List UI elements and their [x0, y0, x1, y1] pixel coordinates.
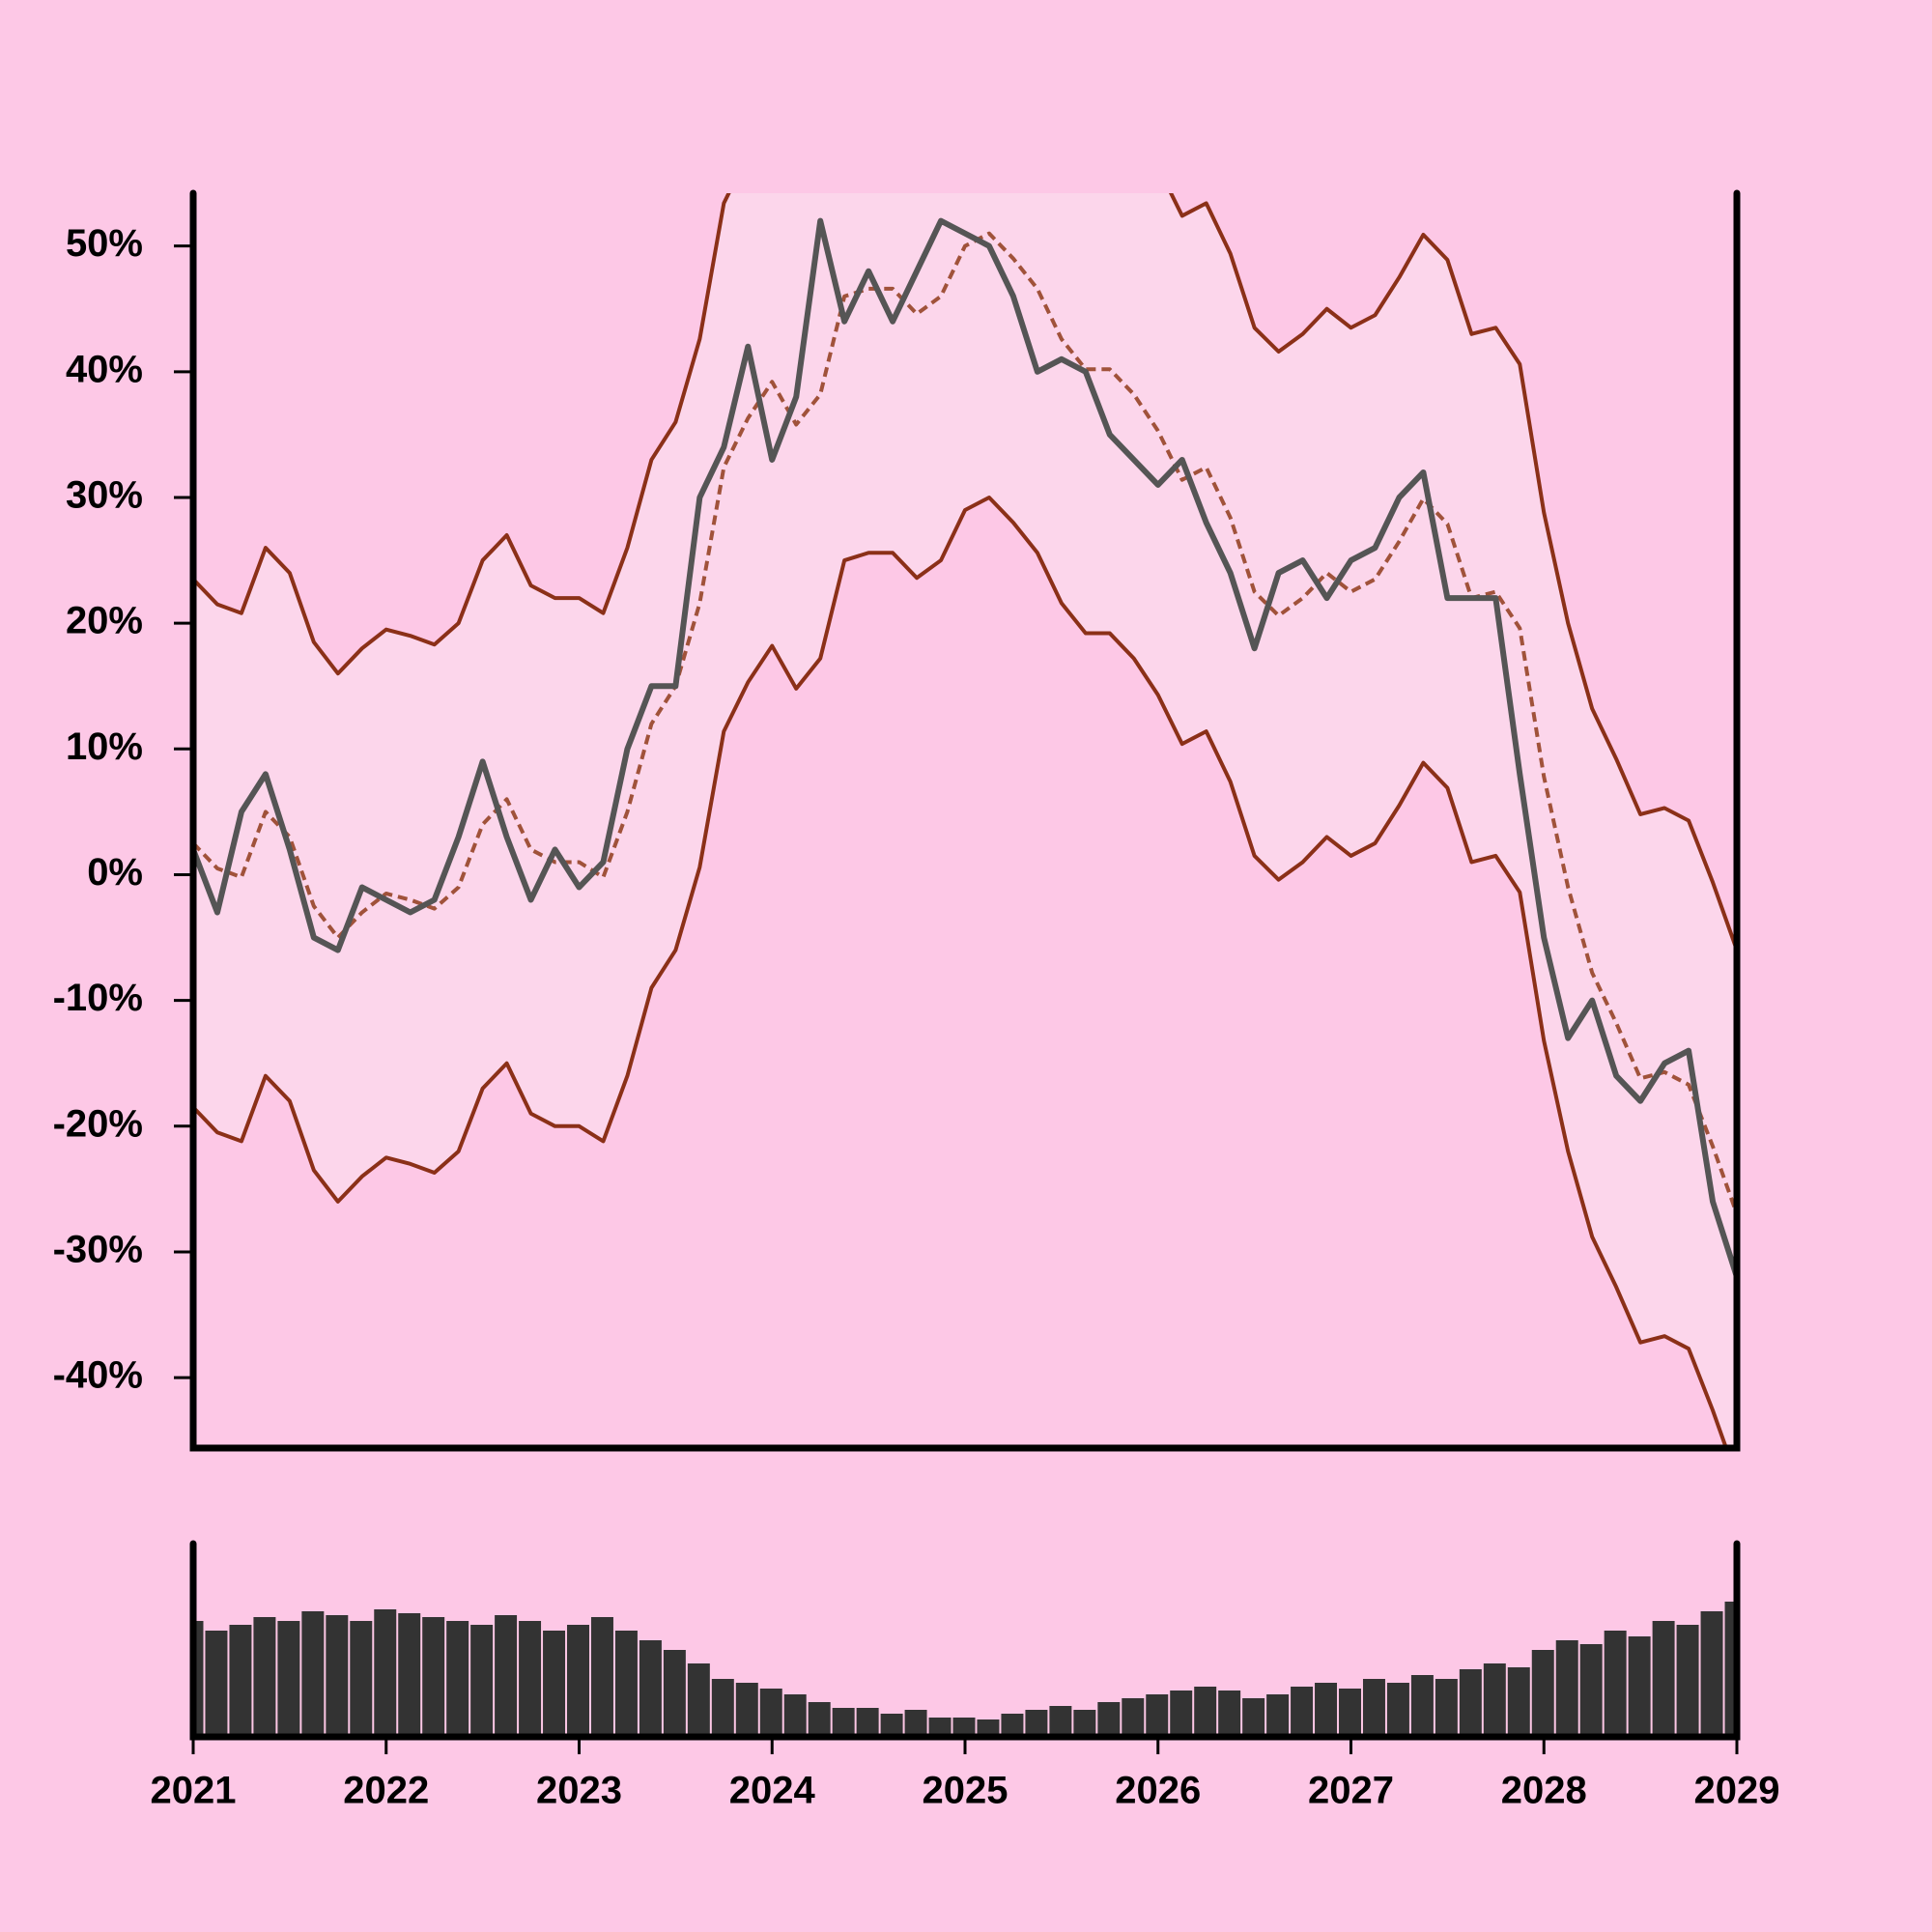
volume-bar: [519, 1621, 542, 1737]
volume-bar: [495, 1615, 518, 1737]
y-tick-label: -40%: [53, 1354, 143, 1397]
y-tick-label: -30%: [53, 1229, 143, 1271]
x-tick-label: 2021: [151, 1770, 237, 1812]
volume-bar: [446, 1621, 469, 1737]
y-tick-label: 50%: [66, 222, 143, 265]
volume-bar: [1242, 1698, 1265, 1737]
volume-bar: [470, 1625, 494, 1737]
volume-bar: [1025, 1710, 1048, 1737]
volume-bar: [1386, 1683, 1409, 1737]
volume-bar: [1555, 1640, 1578, 1737]
volume-bar: [783, 1694, 807, 1737]
volume-bar: [687, 1663, 710, 1737]
x-tick-label: 2023: [536, 1770, 622, 1812]
volume-bar: [1194, 1687, 1217, 1737]
volume-bar: [1339, 1689, 1361, 1737]
volume-bar: [1531, 1650, 1554, 1737]
volume-bar: [1410, 1675, 1434, 1737]
x-tick-label: 2026: [1115, 1770, 1201, 1812]
volume-bar: [193, 1621, 204, 1737]
y-tick-label: 0%: [87, 851, 143, 894]
volume-bar: [398, 1613, 421, 1737]
volume-bar: [543, 1631, 566, 1737]
volume-bar: [253, 1617, 276, 1737]
volume-bar: [1291, 1687, 1314, 1737]
x-tick-label: 2027: [1308, 1770, 1394, 1812]
x-tick-label: 2024: [729, 1770, 816, 1812]
price-axes: [189, 189, 1741, 1452]
y-tick-label: 40%: [66, 348, 143, 390]
volume-bar: [1146, 1694, 1169, 1737]
price-line: [193, 217, 1737, 1278]
volume-bar: [977, 1719, 1000, 1737]
volume-bar: [928, 1718, 952, 1737]
x-tick-label: 2028: [1501, 1770, 1587, 1812]
volume-bar: [1362, 1679, 1385, 1737]
volume-bar: [1628, 1636, 1651, 1737]
volume-bar: [567, 1625, 589, 1737]
volume-bar: [1579, 1644, 1603, 1737]
band-line: [193, 193, 1737, 952]
volume-bar: [1122, 1698, 1145, 1737]
volume-bar: [1676, 1625, 1699, 1737]
band-fill: [193, 193, 1737, 1448]
x-tick-label: 2022: [343, 1770, 429, 1812]
volume-bar: [1073, 1710, 1096, 1737]
volume-bar: [1170, 1690, 1193, 1737]
volume-bar: [904, 1710, 927, 1737]
volume-bar: [1700, 1611, 1723, 1737]
x-tick-label: 2029: [1694, 1770, 1780, 1812]
volume-bar: [1652, 1621, 1675, 1737]
y-tick-label: 10%: [66, 725, 143, 768]
volume-bar: [350, 1621, 373, 1737]
price-plot: [193, 193, 1737, 1448]
volume-bar: [1218, 1690, 1241, 1737]
band-line: [193, 495, 1729, 1448]
volume-plot: [193, 1602, 1737, 1737]
volume-bar: [1483, 1663, 1506, 1737]
volume-bar: [880, 1714, 903, 1737]
volume-bar: [832, 1708, 855, 1737]
volume-bar: [277, 1621, 300, 1737]
volume-bar: [1435, 1679, 1458, 1737]
volume-bar: [1049, 1706, 1072, 1737]
volume-bar: [856, 1708, 879, 1737]
volume-bar: [1604, 1631, 1627, 1737]
y-tick-label: 30%: [66, 474, 143, 517]
y-tick-label: 20%: [66, 600, 143, 642]
y-tick-label: -20%: [53, 1102, 143, 1145]
volume-bar: [639, 1640, 662, 1737]
volume-bar: [301, 1611, 325, 1737]
volume-bar: [590, 1617, 613, 1737]
volume-bar: [422, 1617, 445, 1737]
volume-bar: [808, 1702, 831, 1737]
volume-bar: [326, 1615, 349, 1737]
volume-bar: [1315, 1683, 1338, 1737]
volume-bar: [1097, 1702, 1121, 1737]
volume-bar: [1507, 1667, 1530, 1737]
volume-axes: [189, 1540, 1741, 1741]
volume-bar: [1001, 1714, 1024, 1737]
volume-bar: [759, 1689, 782, 1737]
volume-bar: [711, 1679, 734, 1737]
volume-bar: [614, 1631, 638, 1737]
y-tick-label: -10%: [53, 977, 143, 1019]
x-tick-label: 2025: [923, 1770, 1009, 1812]
volume-bar: [205, 1631, 228, 1737]
volume-bar: [1266, 1694, 1290, 1737]
volume-bar: [374, 1609, 397, 1737]
volume-bar: [952, 1718, 976, 1737]
volume-bar: [1459, 1669, 1482, 1737]
volume-bar: [663, 1650, 686, 1737]
volume-bar: [735, 1683, 758, 1737]
volume-bar: [229, 1625, 252, 1737]
